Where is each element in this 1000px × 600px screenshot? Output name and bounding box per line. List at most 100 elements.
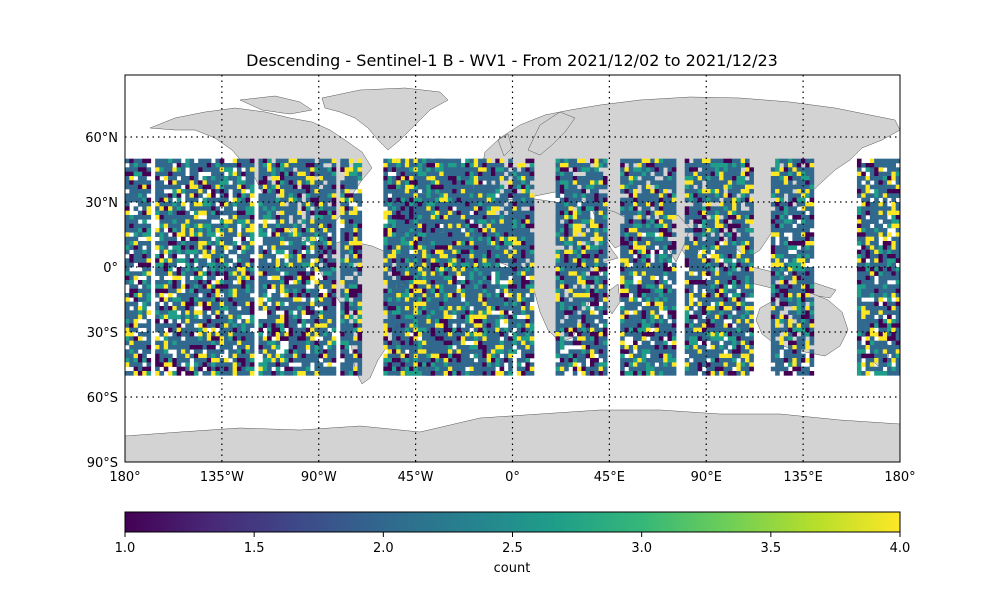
heatmap-cell — [301, 340, 307, 346]
heatmap-cell — [327, 236, 332, 242]
heatmap-cell — [262, 206, 268, 211]
heatmap-cell — [503, 297, 509, 302]
heatmap-cell — [581, 228, 586, 233]
heatmap-cell — [340, 258, 345, 263]
heatmap-cell — [258, 245, 264, 250]
heatmap-cell — [426, 158, 431, 164]
heatmap-cell — [172, 323, 177, 328]
heatmap-cell — [391, 236, 397, 242]
heatmap-cell — [473, 245, 479, 250]
heatmap-cell — [465, 163, 470, 168]
heatmap-cell — [452, 210, 457, 216]
heatmap-cell — [323, 327, 328, 333]
heatmap-cell — [353, 245, 358, 250]
heatmap-cell — [447, 310, 453, 315]
heatmap-cell — [473, 288, 479, 294]
heatmap-cell — [572, 176, 578, 181]
heatmap-cell — [249, 193, 255, 198]
heatmap-cell — [521, 327, 526, 333]
heatmap-cell — [245, 262, 251, 268]
heatmap-cell — [353, 171, 358, 177]
heatmap-cell — [400, 301, 406, 307]
heatmap-cell — [344, 236, 350, 242]
heatmap-cell — [232, 249, 238, 255]
heatmap-cell — [564, 197, 569, 203]
heatmap-cell — [413, 301, 419, 307]
heatmap-cell — [331, 267, 337, 272]
heatmap-cell — [301, 254, 307, 259]
heatmap-cell — [176, 362, 182, 367]
heatmap-cell — [478, 197, 483, 203]
heatmap-cell — [499, 215, 505, 220]
heatmap-cell — [185, 371, 190, 376]
heatmap-cell — [159, 345, 165, 350]
heatmap-cell — [447, 349, 453, 354]
heatmap-cell — [155, 345, 160, 350]
heatmap-cell — [318, 362, 324, 367]
heatmap-cell — [129, 301, 134, 307]
heatmap-cell — [499, 310, 505, 315]
heatmap-cell — [142, 293, 147, 298]
heatmap-cell — [435, 232, 440, 237]
heatmap-cell — [292, 241, 298, 246]
heatmap-cell — [241, 336, 246, 341]
heatmap-cell — [568, 314, 574, 320]
heatmap-cell — [211, 332, 216, 337]
heatmap-cell — [193, 349, 199, 354]
heatmap-cell — [189, 241, 195, 246]
heatmap-cell — [430, 219, 436, 224]
heatmap-cell — [503, 189, 509, 194]
heatmap-cell — [284, 267, 289, 272]
heatmap-cell — [275, 288, 281, 294]
heatmap-cell — [202, 288, 208, 294]
heatmap-cell — [508, 362, 513, 367]
heatmap-cell — [189, 345, 195, 350]
heatmap-cell — [400, 241, 406, 246]
heatmap-cell — [318, 215, 324, 220]
heatmap-cell — [512, 336, 518, 341]
heatmap-cell — [189, 249, 195, 255]
heatmap-cell — [435, 210, 440, 216]
heatmap-cell — [499, 349, 505, 354]
heatmap-cell — [490, 262, 496, 268]
heatmap-cell — [159, 249, 165, 255]
heatmap-cell — [452, 301, 457, 307]
heatmap-cell — [577, 358, 582, 363]
heatmap-cell — [469, 197, 475, 203]
heatmap-cell — [435, 258, 440, 263]
heatmap-cell — [516, 332, 522, 337]
heatmap-cell — [353, 219, 358, 224]
heatmap-cell — [271, 340, 276, 346]
heatmap-cell — [245, 306, 251, 311]
heatmap-cell — [391, 371, 397, 376]
heatmap-cell — [331, 297, 337, 302]
heatmap-cell — [189, 206, 195, 211]
heatmap-cell — [155, 171, 160, 177]
heatmap-cell — [456, 189, 462, 194]
heatmap-cell — [137, 171, 143, 177]
heatmap-cell — [469, 284, 475, 289]
heatmap-cell — [198, 310, 203, 315]
heatmap-cell — [512, 189, 518, 194]
heatmap-cell — [129, 362, 134, 367]
heatmap-cell — [224, 163, 229, 168]
heatmap-cell — [288, 275, 294, 281]
heatmap-cell — [512, 284, 518, 289]
heatmap-cell — [245, 332, 251, 337]
heatmap-cell — [301, 280, 307, 285]
heatmap-cell — [314, 340, 320, 346]
heatmap-cell — [129, 180, 134, 185]
heatmap-cell — [521, 349, 526, 354]
heatmap-cell — [224, 371, 229, 376]
heatmap-cell — [340, 345, 345, 350]
heatmap-cell — [129, 158, 134, 164]
heatmap-cell — [525, 310, 531, 315]
heatmap-cell — [284, 193, 289, 198]
heatmap-cell — [297, 258, 302, 263]
heatmap-cell — [581, 323, 586, 328]
heatmap-cell — [284, 219, 289, 224]
heatmap-cell — [211, 371, 216, 376]
heatmap-cell — [452, 228, 457, 233]
heatmap-cell — [193, 228, 199, 233]
heatmap-cell — [508, 202, 513, 207]
